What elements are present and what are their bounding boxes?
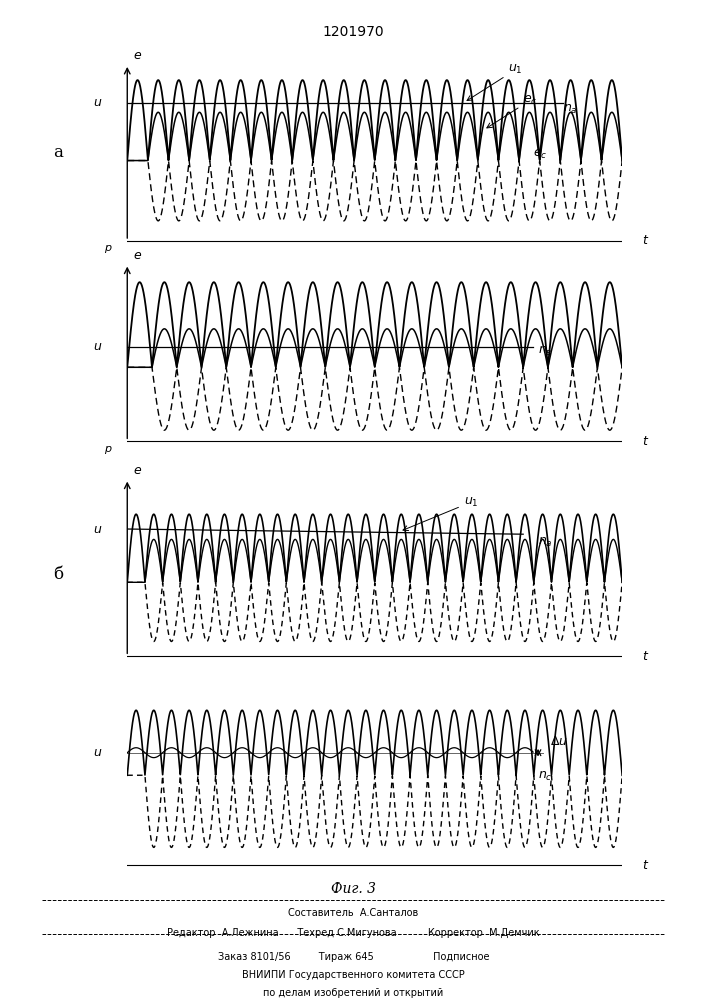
Text: $n_c$: $n_c$ (538, 770, 553, 783)
Text: $n_a$: $n_a$ (538, 536, 553, 549)
Text: Редактор  А.Лежнина      Техред С.Мигунова          Корректор  М.Демчик: Редактор А.Лежнина Техред С.Мигунова Кор… (167, 928, 540, 938)
Text: $t$: $t$ (642, 435, 649, 448)
Text: $u_1$: $u_1$ (467, 63, 523, 101)
Text: $t$: $t$ (642, 234, 649, 247)
Text: Составитель  А.Санталов: Составитель А.Санталов (288, 908, 419, 918)
Text: $u$: $u$ (93, 96, 103, 109)
Text: $u_1$: $u_1$ (403, 496, 479, 531)
Text: 1201970: 1201970 (322, 25, 385, 39)
Text: $t$: $t$ (642, 859, 649, 872)
Text: б: б (53, 566, 63, 583)
Text: а: а (53, 144, 63, 161)
Text: Заказ 8101/56         Тираж 645                   Подписное: Заказ 8101/56 Тираж 645 Подписное (218, 952, 489, 962)
Text: $u$: $u$ (93, 746, 103, 759)
Text: $e_c$: $e_c$ (533, 148, 547, 161)
Text: $u$: $u$ (93, 340, 103, 353)
Text: $u$: $u$ (93, 523, 103, 536)
Text: $t$: $t$ (642, 650, 649, 663)
Text: $e$: $e$ (133, 464, 142, 477)
Text: $p$: $p$ (104, 243, 112, 255)
Text: по делам изобретений и открытий: по делам изобретений и открытий (264, 988, 443, 998)
Text: $e$: $e$ (133, 249, 142, 262)
Text: $p$: $p$ (104, 444, 112, 456)
Text: ВНИИПИ Государственного комитета СССР: ВНИИПИ Государственного комитета СССР (242, 970, 465, 980)
Text: $n_в$: $n_в$ (538, 345, 553, 358)
Text: $e$: $e$ (133, 49, 142, 62)
Text: Фиг. 3: Фиг. 3 (331, 882, 376, 896)
Text: $\Delta u$: $\Delta u$ (550, 735, 568, 748)
Text: $e_c$: $e_c$ (487, 94, 537, 128)
Text: $n_a$: $n_a$ (563, 103, 578, 116)
